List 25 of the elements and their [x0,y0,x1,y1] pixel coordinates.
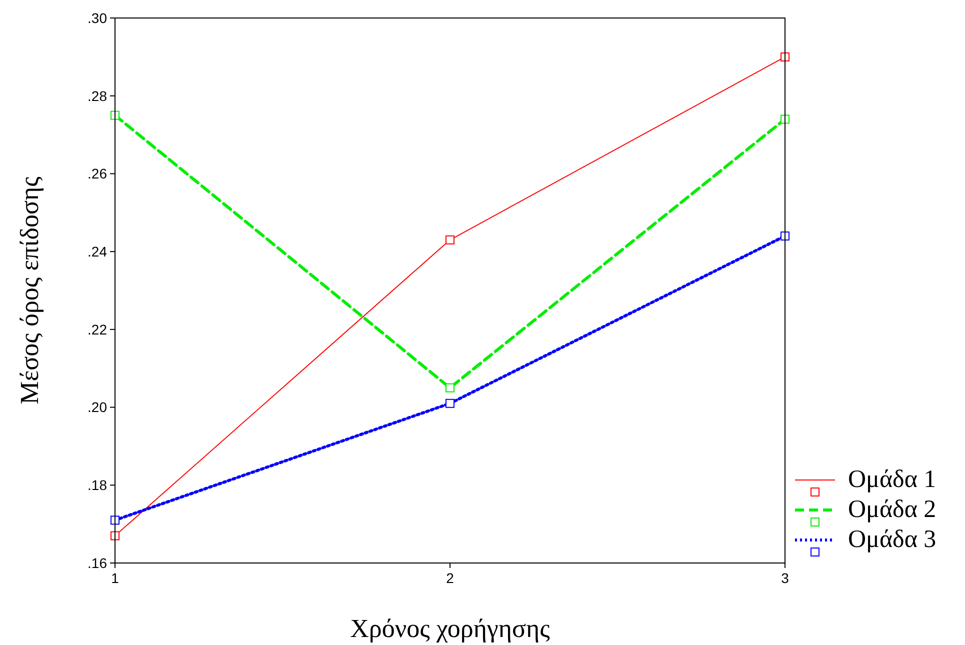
point [110,110,120,120]
y-tick-label: .28 [88,88,108,104]
point [780,232,790,240]
y-tick-label: .20 [88,399,108,416]
point [446,235,454,244]
point [110,516,120,525]
x-tick-label: 1 [111,570,120,586]
legend-label: Ομάδα 1 [848,466,936,493]
point [446,398,454,408]
point [110,531,120,540]
x-tick-label: 2 [446,570,454,586]
legend-label: Ομάδα 3 [848,526,936,553]
legend-label: Ομάδα 2 [848,496,936,523]
x-axis-title: Χρόνος χορήγησης [350,614,551,643]
y-tick-label: .30 [88,10,108,26]
y-tick-label: .16 [88,554,108,571]
point [446,383,454,392]
y-tick-label: .24 [88,243,108,260]
x-tick-label: 3 [781,570,790,586]
point [780,52,790,62]
y-tick-label: .18 [88,477,108,494]
y-axis-title: Μέσος όρος επίδοσης [15,176,44,404]
y-tick-label: .22 [88,321,108,338]
point [780,114,790,124]
y-tick-label: .26 [88,166,108,182]
